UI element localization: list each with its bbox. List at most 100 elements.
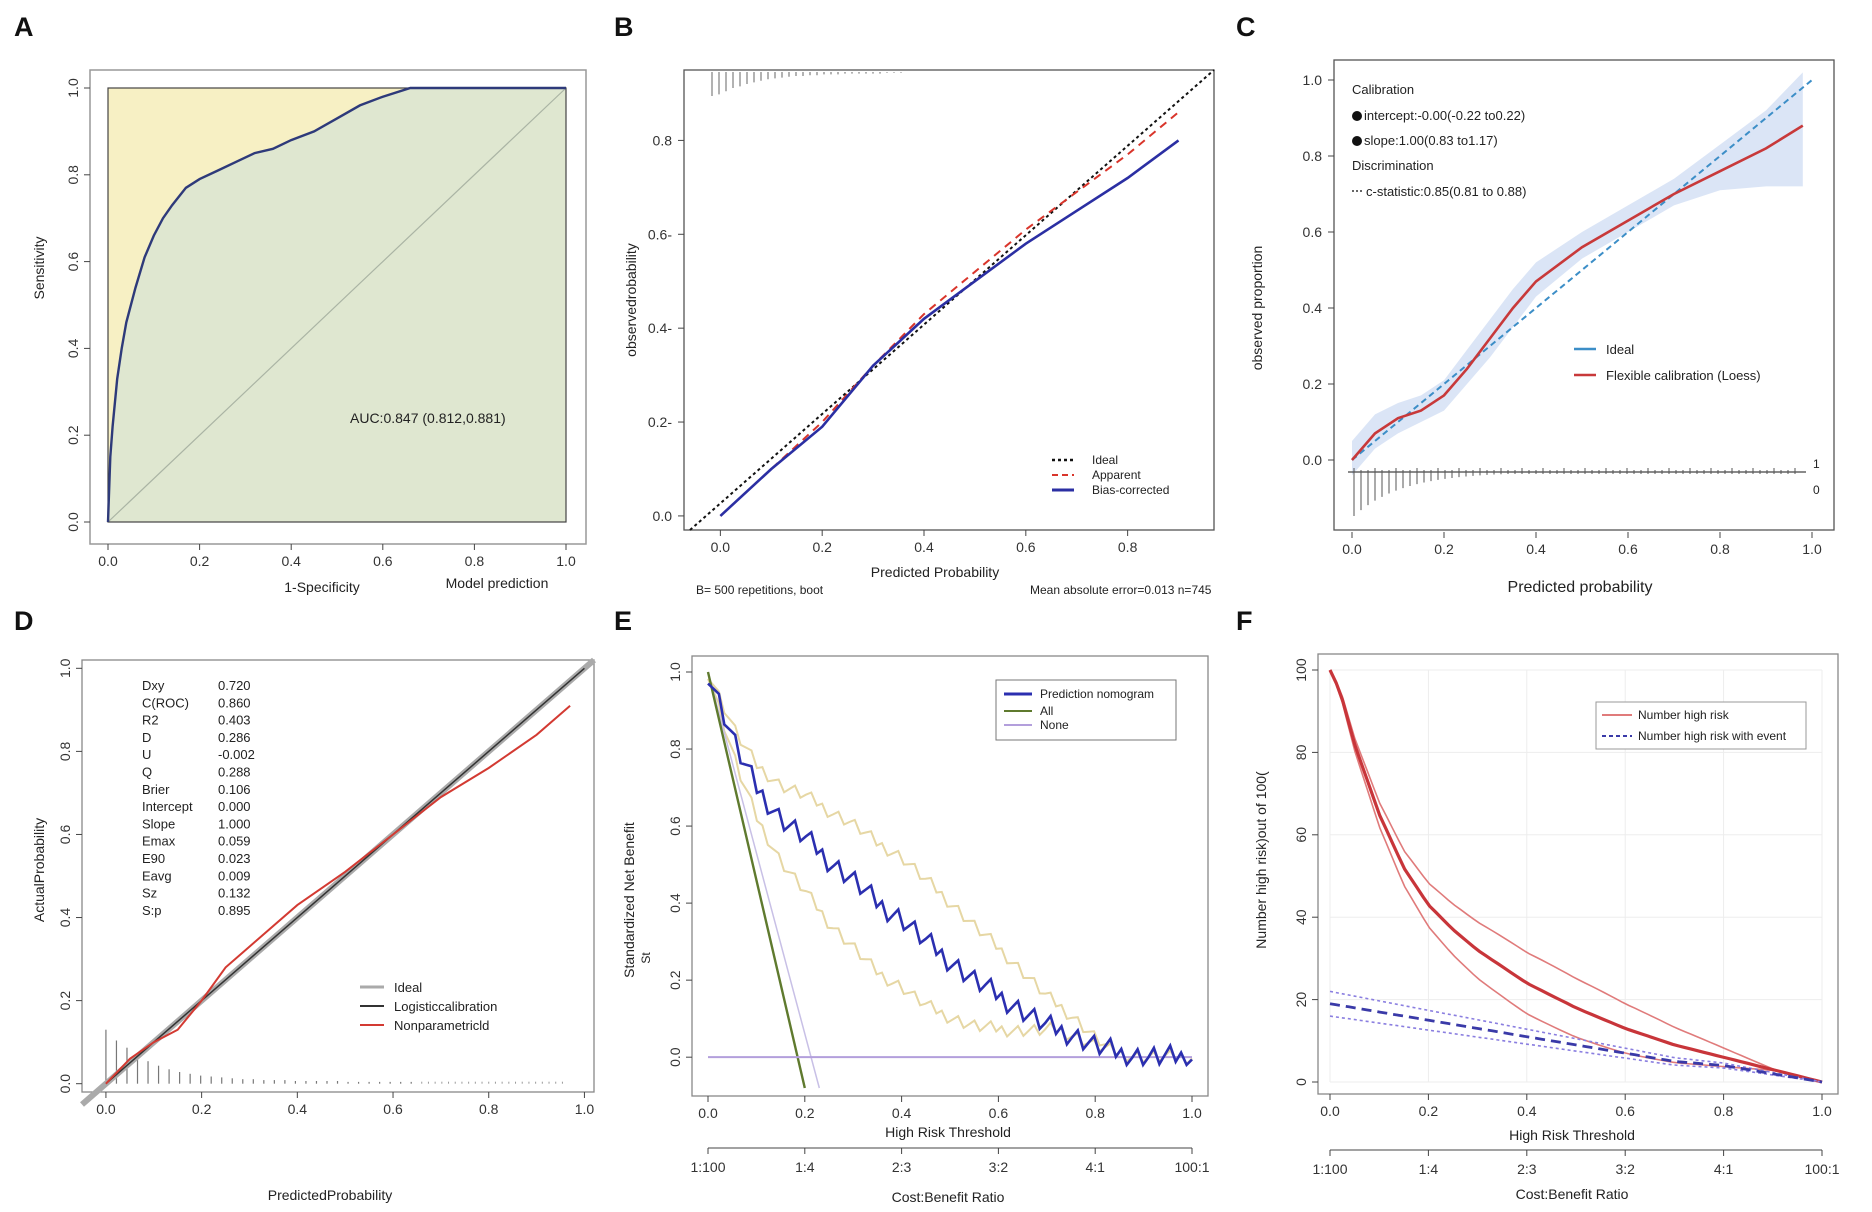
calib-d-frame [81, 659, 595, 1093]
legend-ideal: Ideal [1092, 453, 1118, 467]
stat-name: E90 [142, 851, 165, 866]
calib-c-x-tick-label: 0.6 [1618, 541, 1638, 557]
legend-nomogram: Prediction nomogram [1040, 687, 1154, 701]
stat-value: -0.002 [218, 747, 255, 762]
ratio-tick-label: 1:100 [690, 1159, 725, 1175]
calib-c-y-tick-label: 0.8 [1303, 148, 1323, 164]
legend-ideal: Ideal [394, 980, 422, 995]
roc-y-tick-label: 0.2 [65, 425, 81, 445]
roc-diagonal [107, 87, 567, 523]
legend-nonparametric: Nonparametricld [394, 1018, 489, 1033]
calib-b-legend: Ideal Apparent Bias-corrected [1052, 453, 1169, 497]
legend-loess: Flexible calibration (Loess) [1606, 368, 1761, 383]
stat-name: Q [142, 765, 152, 780]
stat-value: 0.023 [218, 851, 251, 866]
stat-value: 1.000 [218, 816, 251, 831]
calibration-stats-panel: Dxy 0.720 C(ROC) 0.860 R2 0.403 D 0.286 U -0.002 Q… [31, 657, 596, 1203]
rug-label-0: 0 [1813, 483, 1820, 497]
high-risk-lower [1329, 669, 1823, 1083]
roc-x-tick-label: 0.6 [373, 553, 393, 569]
roc-xlabel: 1-Specificity [284, 579, 359, 595]
ratio-tick-label: 1:100 [1312, 1161, 1347, 1177]
legend-logistic: Logisticcalibration [394, 999, 497, 1014]
roc-y-tick-label: 0.0 [65, 512, 81, 532]
calib-c-ylabel: observed proportion [1249, 246, 1265, 371]
legend-calibration-title: Calibration [1352, 82, 1414, 97]
cic-y-tick-label: 80 [1293, 744, 1309, 760]
calib-c-x-tick-label: 0.8 [1710, 541, 1730, 557]
ratio-tick-label: 4:1 [1085, 1159, 1105, 1175]
legend-event: Number high risk with event [1638, 729, 1787, 743]
roc-x-tick-label: 0.2 [190, 553, 210, 569]
stat-name: U [142, 747, 151, 762]
calibration-boot-panel: 0.0 0.2 0.4 0.6 0.8 0.0 0.2- 0.4- 0.6- 0.8 Ideal … [623, 69, 1215, 597]
roc-xlabel2: Model prediction [446, 575, 549, 591]
stat-value: 0.009 [218, 868, 251, 883]
calib-c-x-tick-label: 1.0 [1802, 541, 1822, 557]
legend-high-risk: Number high risk [1638, 708, 1730, 722]
dca-x-tick-label: 0.4 [892, 1105, 912, 1121]
apparent-line [719, 111, 1180, 517]
ideal-line [689, 69, 1215, 531]
cic-frame [1317, 653, 1839, 1095]
stat-value: 0.059 [218, 834, 251, 849]
cic-xlabel: High Risk Threshold [1509, 1127, 1635, 1143]
panel-label-c: C [1236, 12, 1256, 42]
calib-d-xlabel: PredictedProbability [268, 1187, 393, 1203]
cic-x-tick-label: 0.6 [1615, 1103, 1635, 1119]
ratio-tick-label: 1:4 [795, 1159, 815, 1175]
panel-label-f: F [1236, 606, 1253, 636]
roc-x-tick-label: 0.4 [281, 553, 301, 569]
dca-ylabel-extra: St [639, 952, 653, 964]
cic-y-tick-label: 20 [1293, 992, 1309, 1008]
stat-value: 0.403 [218, 713, 251, 728]
cic-x-tick-label: 0.2 [1419, 1103, 1439, 1119]
roc-area-above [108, 88, 566, 522]
dca-y-tick-label: 0.4 [667, 893, 683, 913]
roc-y-tick-label: 1.0 [65, 78, 81, 98]
loess-confidence-band [1352, 72, 1803, 476]
calib-c-x-tick-label: 0.4 [1526, 541, 1546, 557]
stat-value: 0.860 [218, 695, 251, 710]
all-bound-line [707, 671, 821, 1089]
roc-y-tick-label: 0.4 [65, 338, 81, 358]
ratio-tick-label: 4:1 [1714, 1161, 1734, 1177]
bias-corrected-line [719, 139, 1180, 517]
panel-label-b: B [614, 12, 634, 42]
roc-x-tick-label: 0.8 [465, 553, 485, 569]
panel-label-a: A [14, 12, 34, 42]
calib-b-x-tick-label: 0.4 [914, 539, 934, 555]
stat-name: Eavg [142, 868, 172, 883]
stat-value: 0.288 [218, 765, 251, 780]
stat-name: Brier [142, 782, 170, 797]
calib-b-x-tick-label: 0.0 [711, 539, 731, 555]
rug-label-1: 1 [1813, 457, 1820, 471]
logistic-calibration-line [105, 667, 585, 1085]
calib-c-frame [1333, 59, 1835, 531]
roc-x-tick-label: 1.0 [556, 553, 576, 569]
calib-c-x-tick-label: 0.2 [1434, 541, 1454, 557]
ratio-tick-label: 100:1 [1804, 1161, 1839, 1177]
roc-ylabel: Sensitivity [31, 236, 47, 299]
dca-x-tick-label: 0.6 [989, 1105, 1009, 1121]
roc-panel: AUC:0.847 (0.812,0.881) 0.0 0.2 0.4 0.6 0.8 1… [31, 69, 587, 595]
ratio-tick-label: 2:3 [892, 1159, 912, 1175]
panel-label-d: D [14, 606, 34, 636]
roc-y-tick-label: 0.8 [65, 165, 81, 185]
calib-d-x-tick-label: 0.4 [288, 1101, 308, 1117]
ratio-tick-label: 3:2 [1615, 1161, 1635, 1177]
stat-name: Dxy [142, 678, 165, 693]
all-line [706, 671, 806, 1089]
calib-c-legend: Calibration intercept:-0.00(-0.22 to0.22… [1352, 82, 1761, 383]
calib-d-y-tick-label: 1.0 [57, 658, 73, 678]
calib-b-y-tick-label: 0.2- [648, 414, 672, 430]
roc-x-tick-label: 0.0 [98, 553, 118, 569]
legend-bias-corrected: Bias-corrected [1092, 483, 1169, 497]
calib-b-x-tick-label: 0.2 [812, 539, 832, 555]
panel-label-e: E [614, 606, 632, 636]
cic-x-tick-label: 0.4 [1517, 1103, 1537, 1119]
calib-c-y-tick-label: 0.0 [1303, 452, 1323, 468]
dca-xlabel: High Risk Threshold [885, 1124, 1011, 1140]
calib-d-y-tick-label: 0.4 [57, 908, 73, 928]
